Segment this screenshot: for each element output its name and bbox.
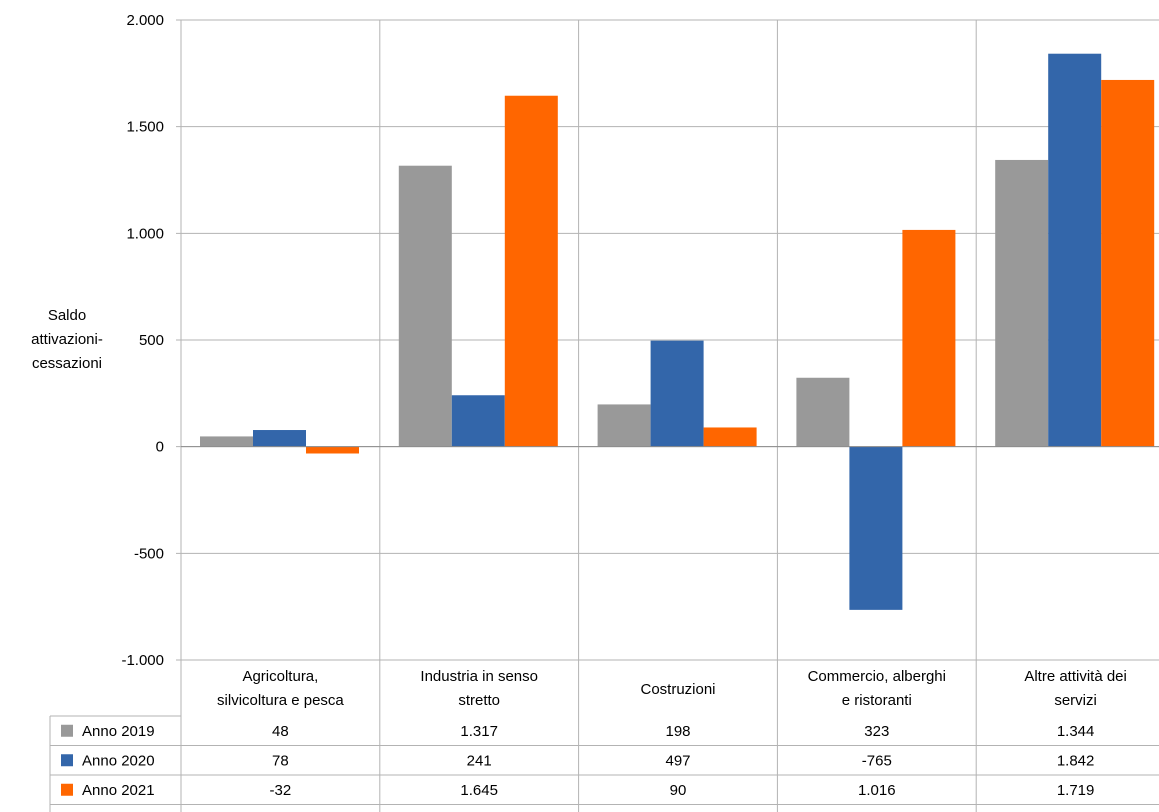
- data-table-value: 241: [467, 752, 492, 769]
- data-table-value: 90: [670, 782, 687, 799]
- category-label: servizi: [1054, 692, 1097, 709]
- data-table-value: 323: [864, 723, 889, 740]
- category-label: stretto: [458, 692, 500, 709]
- y-tick-label: 2.000: [126, 12, 164, 29]
- category-label: silvicoltura e pesca: [217, 692, 344, 709]
- category-label: Agricoltura,: [242, 668, 318, 685]
- bar-anno-2020: [650, 340, 704, 447]
- bar-anno-2020: [849, 446, 903, 610]
- bar-anno-2020: [253, 430, 306, 447]
- bar-anno-2019: [995, 159, 1049, 447]
- bar-anno-2019: [398, 165, 452, 447]
- y-axis-label: cessazioni: [32, 355, 102, 372]
- data-table-value: 1.317: [460, 723, 498, 740]
- data-table-value: 1.719: [1057, 782, 1095, 799]
- y-tick-label: -500: [134, 545, 164, 562]
- y-tick-label: 1.000: [126, 225, 164, 242]
- legend-swatch: [61, 724, 73, 737]
- legend-label: Anno 2020: [82, 752, 155, 769]
- data-table-value: 198: [665, 723, 690, 740]
- bar-anno-2019: [796, 377, 850, 447]
- category-label: Costruzioni: [640, 681, 715, 698]
- bar-anno-2019: [200, 436, 253, 447]
- category-label: Industria in senso: [420, 668, 538, 685]
- bar-anno-2019: [597, 404, 651, 447]
- y-tick-label: 0: [156, 439, 164, 456]
- bar-anno-2021: [504, 95, 558, 447]
- data-table-value: 1.016: [858, 782, 896, 799]
- data-table-value: -765: [862, 752, 892, 769]
- bar-anno-2021: [703, 427, 757, 447]
- data-table-value: 48: [272, 723, 289, 740]
- legend-label: Anno 2021: [82, 782, 155, 799]
- data-table-value: 1.344: [1057, 723, 1095, 740]
- category-label: e ristoranti: [842, 692, 912, 709]
- legend-swatch: [61, 783, 73, 796]
- y-tick-label: 1.500: [126, 119, 164, 136]
- data-table-value: 1.842: [1057, 752, 1095, 769]
- bar-anno-2020: [1048, 53, 1102, 447]
- y-tick-label: -1.000: [121, 652, 164, 669]
- y-axis-label: attivazioni-: [31, 331, 103, 348]
- data-table-value: 1.645: [460, 782, 498, 799]
- legend-swatch: [61, 754, 73, 767]
- bar-anno-2020: [451, 395, 505, 447]
- y-tick-label: 500: [139, 332, 164, 349]
- legend-label: Anno 2019: [82, 723, 155, 740]
- category-label: Altre attività dei: [1024, 668, 1127, 685]
- bar-anno-2021: [306, 446, 359, 454]
- data-table-value: -32: [270, 782, 292, 799]
- data-table-value: 78: [272, 752, 289, 769]
- data-table-value: 497: [665, 752, 690, 769]
- bar-anno-2021: [1101, 79, 1155, 447]
- bar-anno-2021: [902, 229, 956, 447]
- y-axis-label: Saldo: [48, 307, 86, 324]
- category-label: Commercio, alberghi: [808, 668, 946, 685]
